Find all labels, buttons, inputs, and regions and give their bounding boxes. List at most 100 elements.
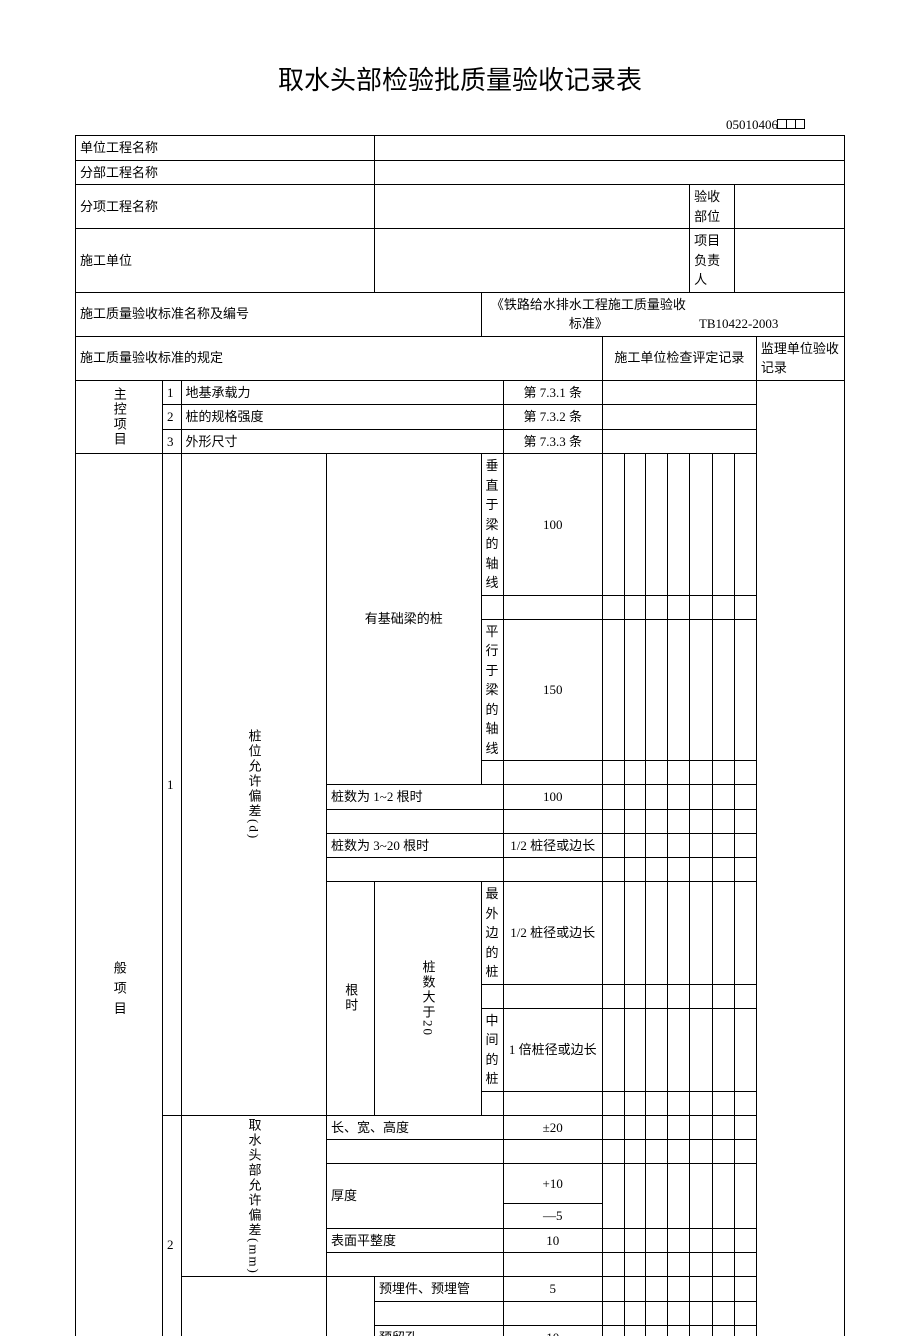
field-check[interactable] <box>735 619 757 761</box>
field-check[interactable] <box>735 858 757 882</box>
field-check[interactable] <box>503 809 602 833</box>
field-check[interactable] <box>690 1115 712 1140</box>
field-check[interactable] <box>690 1091 712 1115</box>
field-check[interactable] <box>690 1228 712 1253</box>
field-check[interactable] <box>503 595 602 619</box>
field-check[interactable] <box>668 1253 690 1277</box>
field-check[interactable] <box>712 785 734 810</box>
field-check[interactable] <box>668 858 690 882</box>
field-check[interactable] <box>624 454 646 596</box>
field-check[interactable] <box>646 619 668 761</box>
field-check[interactable] <box>690 1253 712 1277</box>
field-check[interactable] <box>602 1164 624 1229</box>
field-check[interactable] <box>602 1228 624 1253</box>
field-check[interactable] <box>668 1140 690 1164</box>
field-check[interactable] <box>668 595 690 619</box>
field-check[interactable] <box>503 858 602 882</box>
field-check[interactable] <box>735 1301 757 1325</box>
field-check[interactable] <box>690 1140 712 1164</box>
field-check[interactable] <box>712 1228 734 1253</box>
field-check[interactable] <box>602 1253 624 1277</box>
field-check[interactable] <box>624 785 646 810</box>
field-check[interactable] <box>624 1325 646 1336</box>
field-check[interactable] <box>624 1164 646 1229</box>
field-check[interactable] <box>735 1140 757 1164</box>
field-check[interactable] <box>646 595 668 619</box>
field-check[interactable] <box>668 833 690 858</box>
field-check[interactable] <box>602 858 624 882</box>
field-check[interactable] <box>668 1164 690 1229</box>
field-check[interactable] <box>712 619 734 761</box>
field-accept-site[interactable] <box>735 185 845 229</box>
field-check[interactable] <box>646 1091 668 1115</box>
field-check[interactable] <box>690 882 712 985</box>
field-check[interactable] <box>624 761 646 785</box>
field-check[interactable] <box>735 833 757 858</box>
field-check[interactable] <box>690 1008 712 1091</box>
field-check[interactable] <box>735 1253 757 1277</box>
field-check[interactable] <box>646 1140 668 1164</box>
field-check[interactable] <box>690 454 712 596</box>
field-check[interactable] <box>602 380 756 405</box>
field-check[interactable] <box>646 1253 668 1277</box>
field-check[interactable] <box>690 1301 712 1325</box>
field-check[interactable] <box>712 858 734 882</box>
field-check[interactable] <box>646 1325 668 1336</box>
field-check[interactable] <box>327 1140 504 1164</box>
field-check[interactable] <box>735 785 757 810</box>
field-check[interactable] <box>712 1008 734 1091</box>
field-check[interactable] <box>327 858 504 882</box>
field-check[interactable] <box>624 1115 646 1140</box>
field-check[interactable] <box>327 809 504 833</box>
field-check[interactable] <box>712 1091 734 1115</box>
field-check[interactable] <box>624 1140 646 1164</box>
field-check[interactable] <box>712 761 734 785</box>
field-check[interactable] <box>668 1277 690 1302</box>
field-check[interactable] <box>668 1091 690 1115</box>
field-check[interactable] <box>602 833 624 858</box>
field-check[interactable] <box>602 619 624 761</box>
field-check[interactable] <box>668 1008 690 1091</box>
field-check[interactable] <box>712 1325 734 1336</box>
field-check[interactable] <box>646 1008 668 1091</box>
field-check[interactable] <box>481 1091 503 1115</box>
field-check[interactable] <box>503 1253 602 1277</box>
field-check[interactable] <box>712 984 734 1008</box>
field-check[interactable] <box>602 882 624 985</box>
field-item-project[interactable] <box>375 185 690 229</box>
field-check[interactable] <box>624 984 646 1008</box>
field-check[interactable] <box>735 1164 757 1229</box>
field-check[interactable] <box>624 619 646 761</box>
field-check[interactable] <box>690 833 712 858</box>
field-check[interactable] <box>646 761 668 785</box>
field-check[interactable] <box>690 595 712 619</box>
field-check[interactable] <box>646 809 668 833</box>
field-check[interactable] <box>503 1301 602 1325</box>
field-check[interactable] <box>602 405 756 430</box>
field-check[interactable] <box>481 984 503 1008</box>
field-check[interactable] <box>735 1325 757 1336</box>
field-check[interactable] <box>646 1301 668 1325</box>
field-check[interactable] <box>646 833 668 858</box>
field-check[interactable] <box>503 984 602 1008</box>
field-check[interactable] <box>668 1228 690 1253</box>
field-check[interactable] <box>668 1115 690 1140</box>
field-check[interactable] <box>375 1301 504 1325</box>
field-check[interactable] <box>712 882 734 985</box>
field-check[interactable] <box>481 761 503 785</box>
field-check[interactable] <box>602 429 756 454</box>
field-pm[interactable] <box>735 229 845 293</box>
field-check[interactable] <box>712 833 734 858</box>
field-check[interactable] <box>602 1140 624 1164</box>
field-check[interactable] <box>602 1277 624 1302</box>
field-check[interactable] <box>602 454 624 596</box>
field-check[interactable] <box>668 785 690 810</box>
field-check[interactable] <box>690 761 712 785</box>
field-check[interactable] <box>668 761 690 785</box>
field-check[interactable] <box>624 1228 646 1253</box>
field-check[interactable] <box>668 619 690 761</box>
field-check[interactable] <box>712 1301 734 1325</box>
field-check[interactable] <box>602 1301 624 1325</box>
field-check[interactable] <box>327 1253 504 1277</box>
field-check[interactable] <box>503 761 602 785</box>
